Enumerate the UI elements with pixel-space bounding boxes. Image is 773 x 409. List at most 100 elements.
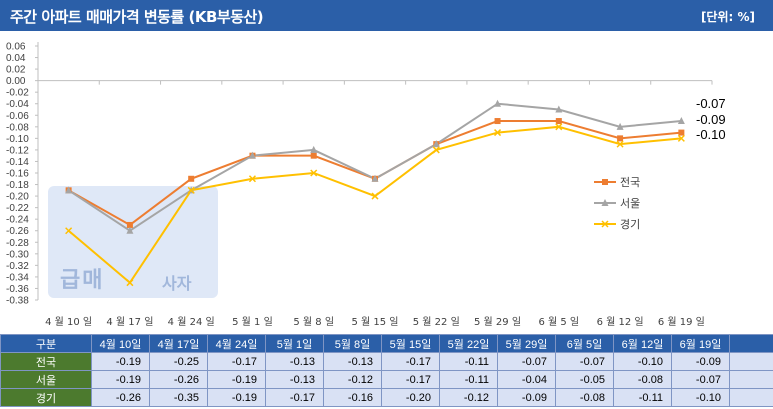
table-cell: -0.19 — [207, 388, 266, 407]
table-cell: -0.10 — [613, 352, 672, 371]
table-cell: -0.17 — [381, 352, 440, 371]
table-cell: -0.04 — [497, 370, 556, 389]
table-cell: -0.11 — [439, 370, 498, 389]
table-col-header: 5월 22일 — [439, 334, 498, 353]
table-cell: -0.17 — [265, 388, 324, 407]
table-cell: -0.19 — [91, 352, 150, 371]
table-col-header: 6월 19일 — [671, 334, 730, 353]
data-point — [677, 117, 685, 125]
table-cell: -0.13 — [265, 352, 324, 371]
table-col-header: 5월 15일 — [381, 334, 440, 353]
table-cell: -0.16 — [323, 388, 382, 407]
chart-title: 주간 아파트 매매가격 변동률 (KB부동산) — [10, 8, 264, 26]
table-cell: -0.26 — [149, 370, 208, 389]
data-point — [494, 129, 502, 137]
data-point — [617, 135, 624, 142]
y-tick-label: -0.32 — [6, 261, 29, 272]
legend-label: 서울 — [620, 197, 640, 210]
table-col-header: 6월 12일 — [613, 334, 672, 353]
table-row-label: 전국 — [0, 352, 92, 371]
table-corner: 구분 — [0, 334, 92, 353]
table-cell: -0.11 — [439, 352, 498, 371]
table-cell: -0.17 — [207, 352, 266, 371]
y-tick-label: -0.10 — [6, 134, 29, 145]
unit-label: [단위: %] — [700, 10, 755, 24]
data-point — [432, 146, 440, 154]
y-tick-label: 0.02 — [6, 65, 26, 76]
x-tick-label: 5 월 15 일 — [351, 316, 398, 328]
table-cell: -0.13 — [323, 352, 382, 371]
y-tick-label: -0.22 — [6, 203, 29, 214]
x-tick-label: 6 월 5 일 — [538, 316, 579, 328]
data-point — [310, 152, 317, 159]
table-row: 경기 -0.26 -0.35 -0.19 -0.17 -0.16 -0.20 -… — [0, 388, 773, 407]
legend-marker — [601, 220, 609, 228]
y-tick-label: -0.20 — [6, 192, 29, 203]
table-cell: -0.10 — [671, 388, 730, 407]
table-cell: -0.19 — [91, 370, 150, 389]
data-point — [126, 221, 133, 228]
table-col-header: 5월 8일 — [323, 334, 382, 353]
data-point — [248, 175, 256, 183]
table-cell: -0.07 — [671, 370, 730, 389]
x-tick-label: 4 월 10 일 — [45, 316, 92, 328]
data-point — [371, 192, 379, 200]
data-point — [126, 226, 134, 234]
data-point — [432, 140, 440, 148]
table-cell: -0.08 — [555, 388, 614, 407]
table-row: 서울 -0.19 -0.26 -0.19 -0.13 -0.12 -0.17 -… — [0, 370, 773, 389]
table-row: 전국 -0.19 -0.25 -0.17 -0.13 -0.13 -0.17 -… — [0, 352, 773, 371]
table-cell: -0.19 — [207, 370, 266, 389]
data-point — [555, 123, 563, 131]
x-tick-label: 4 월 17 일 — [106, 316, 153, 328]
table-cell: -0.08 — [613, 370, 672, 389]
data-point — [310, 145, 318, 153]
title-bar: 주간 아파트 매매가격 변동률 (KB부동산) [단위: %] — [0, 0, 773, 31]
data-point — [677, 134, 685, 142]
table-cell: -0.12 — [323, 370, 382, 389]
table-cell: -0.35 — [149, 388, 208, 407]
y-tick-label: -0.14 — [6, 157, 29, 168]
y-tick-label: -0.24 — [6, 215, 29, 226]
data-point — [555, 118, 562, 125]
x-tick-label: 6 월 12 일 — [597, 316, 644, 328]
table-cell: -0.07 — [497, 352, 556, 371]
legend-marker — [601, 199, 609, 206]
y-tick-label: -0.02 — [6, 88, 29, 99]
data-point — [494, 118, 501, 125]
y-tick-label: -0.30 — [6, 249, 29, 260]
data-point — [494, 99, 502, 107]
y-tick-label: 0.00 — [6, 76, 26, 87]
table-cell: -0.13 — [265, 370, 324, 389]
x-tick-label: 5 월 29 일 — [474, 316, 521, 328]
data-point — [188, 175, 195, 182]
table-cell: -0.11 — [613, 388, 672, 407]
y-tick-label: -0.16 — [6, 169, 29, 180]
table-col-header: 4월 24일 — [207, 334, 266, 353]
y-tick-label: -0.34 — [6, 272, 29, 283]
data-point — [371, 174, 379, 182]
table-row-label: 서울 — [0, 370, 92, 389]
series-line-경기 — [67, 125, 682, 285]
data-point — [555, 105, 563, 113]
table-col-header: 4월 17일 — [149, 334, 208, 353]
table-col-header: 4월 10일 — [91, 334, 150, 353]
data-point — [126, 279, 134, 287]
data-point — [248, 151, 256, 159]
x-tick-label: 5 월 8 일 — [293, 316, 334, 328]
data-point — [65, 186, 73, 194]
legend-marker — [602, 179, 608, 185]
y-tick-label: -0.28 — [6, 238, 29, 249]
table-cell: -0.26 — [91, 388, 150, 407]
table-cell: -0.09 — [671, 352, 730, 371]
y-tick-label: -0.18 — [6, 180, 29, 191]
data-point — [616, 140, 624, 148]
data-point — [187, 186, 195, 194]
x-tick-label: 6 월 19 일 — [658, 316, 705, 328]
y-tick-label: -0.08 — [6, 122, 29, 133]
table-cell-blank — [729, 388, 773, 407]
y-tick-label: 0.04 — [6, 53, 26, 64]
table-cell: -0.09 — [497, 388, 556, 407]
data-point — [616, 122, 624, 130]
table-row-label: 경기 — [0, 388, 92, 407]
